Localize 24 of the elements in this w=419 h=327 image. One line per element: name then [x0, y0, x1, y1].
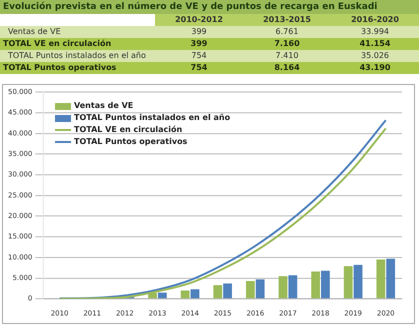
data-label: 8.164 — [243, 62, 331, 74]
data-label: 41.154 — [331, 38, 419, 50]
legend-label: TOTAL VE en circulación — [74, 124, 182, 136]
category-label: 2013-2015 — [243, 14, 331, 26]
legend-label: TOTAL Puntos operativos — [74, 136, 188, 148]
text: TOTAL VE en circulación — [0, 38, 155, 50]
legend-label: Ventas de VE — [74, 100, 134, 112]
category-label: 2010-2012 — [155, 14, 243, 26]
data-label: 399 — [155, 38, 243, 50]
data-label: 7.160 — [243, 38, 331, 50]
data-label: 754 — [155, 62, 243, 74]
category-label: 2016-2020 — [331, 14, 419, 26]
legend-label: TOTAL Puntos instalados en el año — [74, 112, 230, 124]
data-label: 7.410 — [243, 50, 331, 62]
data-label: 35.026 — [331, 50, 419, 62]
data-label: 33.994 — [331, 26, 419, 38]
text: Evolución prevista en el número de VE y de puntos de recarga en Euskadi — [0, 0, 419, 14]
data-label: 399 — [155, 26, 243, 38]
series-label: TOTAL Puntos instalados en el año — [0, 50, 155, 62]
data-label: 754 — [155, 50, 243, 62]
text: Ventas de VE — [0, 26, 155, 38]
data-label: 6.761 — [243, 26, 331, 38]
text: TOTAL Puntos operativos — [0, 62, 155, 74]
data-label: 43.190 — [331, 62, 419, 74]
